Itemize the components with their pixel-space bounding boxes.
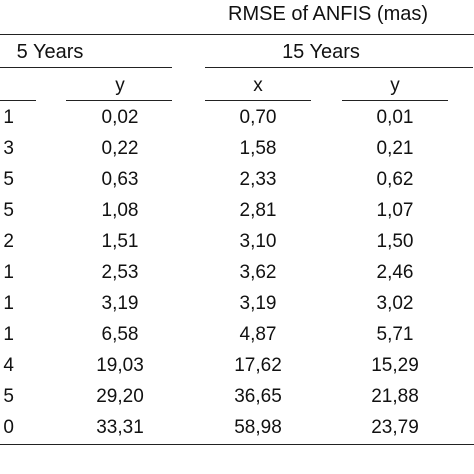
column-rule-15y-x <box>205 100 311 101</box>
value-cell-15y-y: 1,50 <box>376 231 414 252</box>
value-cell-15y-y: 2,46 <box>376 262 414 283</box>
group-header-5-years: 5 Years <box>16 41 84 63</box>
value-cell-15y-y: 3,02 <box>376 293 414 314</box>
row-label-cell: 1 <box>3 324 14 345</box>
value-cell-15y-y: 21,88 <box>371 386 419 407</box>
column-header-5y-y: y <box>115 75 125 96</box>
row-label-cell: 1 <box>3 293 14 314</box>
value-cell-15y-x: 2,81 <box>239 200 277 221</box>
table-row: 1 6,58 4,87 5,71 <box>0 320 474 350</box>
row-label-cell: 5 <box>3 386 14 407</box>
row-label-cell: 2 <box>3 231 14 252</box>
column-rule-label <box>0 100 36 101</box>
value-cell-15y-y: 1,07 <box>376 200 414 221</box>
value-cell-15y-x: 17,62 <box>234 355 282 376</box>
value-cell-5y-y: 2,53 <box>101 262 139 283</box>
value-cell-15y-x: 3,62 <box>239 262 277 283</box>
value-cell-15y-y: 0,62 <box>376 169 414 190</box>
value-cell-5y-y: 19,03 <box>96 355 144 376</box>
value-cell-15y-x: 3,10 <box>239 231 277 252</box>
table-row: 1 2,53 3,62 2,46 <box>0 258 474 288</box>
row-label-cell: 0 <box>3 417 14 438</box>
value-cell-15y-x: 3,19 <box>239 293 277 314</box>
group-rule-5-years <box>0 67 172 68</box>
table-row: 1 0,02 0,70 0,01 <box>0 103 474 133</box>
row-label-cell: 3 <box>3 138 14 159</box>
value-cell-15y-x: 0,70 <box>239 107 277 128</box>
value-cell-5y-y: 29,20 <box>96 386 144 407</box>
table-row: 0 33,31 58,98 23,79 <box>0 413 474 443</box>
value-cell-15y-x: 2,33 <box>239 169 277 190</box>
group-header-15-years: 15 Years <box>282 41 360 63</box>
value-cell-15y-x: 1,58 <box>239 138 277 159</box>
value-cell-5y-y: 0,22 <box>101 138 139 159</box>
column-rule-5y-y <box>66 100 172 101</box>
bottom-rule <box>0 444 474 445</box>
group-rule-15-years <box>205 67 473 68</box>
value-cell-5y-y: 1,08 <box>101 200 139 221</box>
value-cell-5y-y: 0,63 <box>101 169 139 190</box>
value-cell-15y-x: 36,65 <box>234 386 282 407</box>
value-cell-15y-x: 4,87 <box>239 324 277 345</box>
table-row: 1 3,19 3,19 3,02 <box>0 289 474 319</box>
value-cell-5y-y: 1,51 <box>101 231 139 252</box>
row-label-cell: 1 <box>3 262 14 283</box>
table-row: 3 0,22 1,58 0,21 <box>0 134 474 164</box>
value-cell-5y-y: 33,31 <box>96 417 144 438</box>
value-cell-15y-x: 58,98 <box>234 417 282 438</box>
value-cell-15y-y: 23,79 <box>371 417 419 438</box>
table-row: 5 0,63 2,33 0,62 <box>0 165 474 195</box>
value-cell-15y-y: 15,29 <box>371 355 419 376</box>
value-cell-5y-y: 3,19 <box>101 293 139 314</box>
column-header-15y-y: y <box>390 75 400 96</box>
row-label-cell: 4 <box>3 355 14 376</box>
row-label-cell: 5 <box>3 169 14 190</box>
column-rule-15y-y <box>342 100 448 101</box>
value-cell-5y-y: 0,02 <box>101 107 139 128</box>
table-row: 5 1,08 2,81 1,07 <box>0 196 474 226</box>
column-header-15y-x: x <box>253 75 263 96</box>
value-cell-15y-y: 5,71 <box>376 324 414 345</box>
value-cell-15y-y: 0,01 <box>376 107 414 128</box>
table-row: 2 1,51 3,10 1,50 <box>0 227 474 257</box>
table-row: 5 29,20 36,65 21,88 <box>0 382 474 412</box>
table-row: 4 19,03 17,62 15,29 <box>0 351 474 381</box>
value-cell-5y-y: 6,58 <box>101 324 139 345</box>
table-super-header: RMSE of ANFIS (mas) <box>228 3 429 25</box>
row-label-cell: 5 <box>3 200 14 221</box>
top-rule <box>0 34 474 35</box>
value-cell-15y-y: 0,21 <box>376 138 414 159</box>
row-label-cell: 1 <box>3 107 14 128</box>
